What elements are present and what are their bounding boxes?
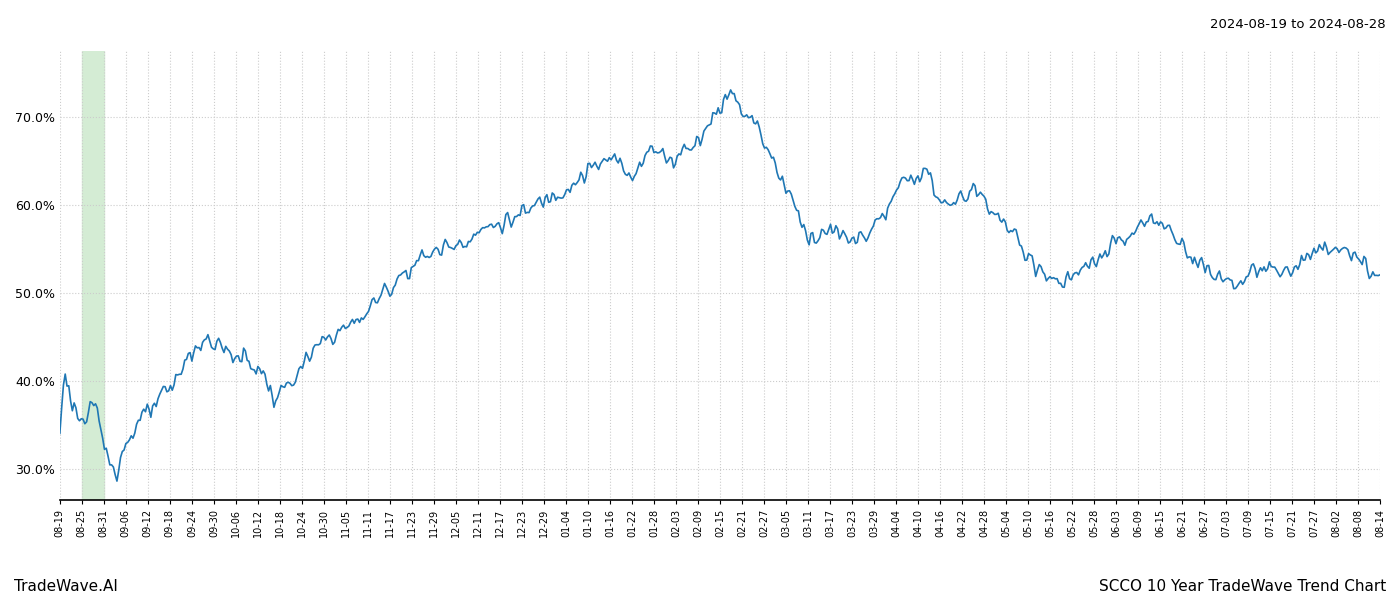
Text: 2024-08-19 to 2024-08-28: 2024-08-19 to 2024-08-28 — [1211, 18, 1386, 31]
Bar — [81, 51, 104, 500]
Text: TradeWave.AI: TradeWave.AI — [14, 579, 118, 594]
Text: SCCO 10 Year TradeWave Trend Chart: SCCO 10 Year TradeWave Trend Chart — [1099, 579, 1386, 594]
